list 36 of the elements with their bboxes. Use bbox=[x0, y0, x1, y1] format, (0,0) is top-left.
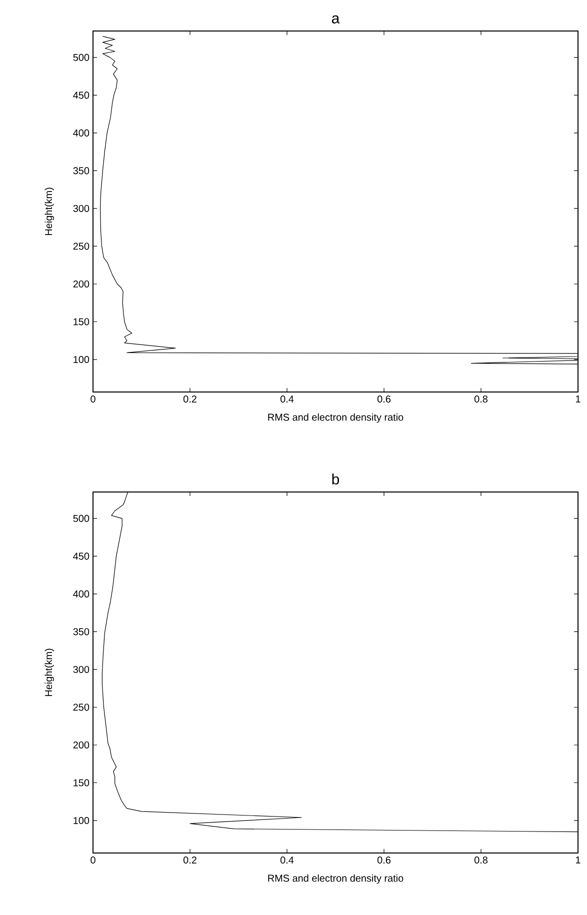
x-axis-title: RMS and electron density ratio bbox=[268, 413, 404, 423]
x-tick-label: 0.8 bbox=[474, 396, 488, 403]
y-tick-label: 350 bbox=[73, 628, 90, 636]
y-tick-label: 250 bbox=[73, 704, 90, 711]
x-tick-label: 0.4 bbox=[280, 396, 294, 403]
x-tick-label: 0 bbox=[90, 856, 96, 864]
y-tick-label: 450 bbox=[73, 552, 90, 560]
y-tick-label: 400 bbox=[73, 129, 90, 136]
y-tick-label: 300 bbox=[73, 204, 90, 212]
y-tick-label: 200 bbox=[73, 741, 90, 749]
x-tick-label: 0.6 bbox=[377, 856, 390, 864]
y-tick-label: 150 bbox=[74, 318, 90, 326]
y-tick-label: 500 bbox=[73, 514, 90, 522]
x-axis-title: RMS and electron density ratio bbox=[268, 874, 404, 884]
y-tick-label: 100 bbox=[74, 356, 90, 364]
x-tick-label: 0.4 bbox=[280, 856, 294, 864]
y-axis-title: Height(km) bbox=[44, 648, 54, 696]
y-tick-label: 350 bbox=[73, 167, 90, 174]
y-tick-label: 400 bbox=[73, 590, 90, 598]
x-tick-label: 0 bbox=[90, 396, 96, 403]
y-tick-label: 250 bbox=[73, 242, 90, 250]
y-tick-label: 300 bbox=[73, 666, 90, 673]
y-axis-title: Height(km) bbox=[44, 188, 54, 236]
chart-title: a bbox=[332, 15, 340, 24]
y-tick-label: 450 bbox=[73, 92, 90, 99]
y-tick-label: 500 bbox=[73, 54, 90, 61]
x-tick-label: 0.8 bbox=[474, 856, 488, 864]
y-tick-label: 100 bbox=[74, 817, 90, 824]
x-tick-label: 0.2 bbox=[183, 856, 196, 864]
x-tick-label: 0.6 bbox=[377, 396, 390, 403]
y-tick-label: 200 bbox=[73, 280, 90, 288]
x-tick-label: 0.2 bbox=[183, 396, 196, 403]
y-tick-label: 150 bbox=[74, 779, 90, 786]
chart-title: b bbox=[332, 474, 340, 484]
x-tick-label: 1 bbox=[576, 396, 580, 402]
x-tick-label: 1 bbox=[576, 856, 580, 864]
